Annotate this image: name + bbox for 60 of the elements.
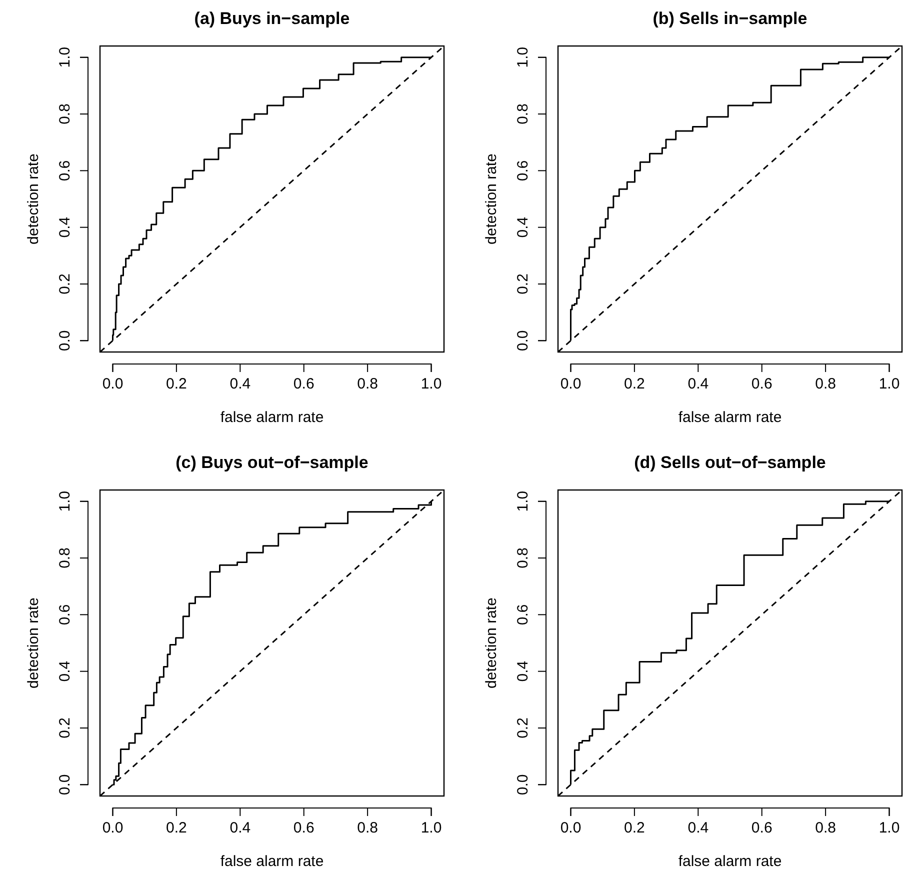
y-tick-label: 0.8 bbox=[514, 548, 532, 568]
y-tick-label: 1.0 bbox=[56, 490, 74, 512]
y-tick-label: 0.0 bbox=[514, 330, 532, 352]
x-tick-label: 0.6 bbox=[293, 376, 314, 393]
y-tick-label: 0.6 bbox=[514, 160, 532, 182]
x-tick-label: 0.6 bbox=[293, 820, 314, 837]
x-tick-label: 1.0 bbox=[878, 820, 900, 837]
y-tick-label: 1.0 bbox=[56, 46, 74, 68]
x-tick-label: 0.0 bbox=[560, 376, 582, 393]
x-tick-label: 0.6 bbox=[751, 376, 772, 393]
y-tick-label: 0.2 bbox=[514, 718, 532, 738]
x-tick-label: 0.6 bbox=[751, 820, 772, 837]
x-tick-label: 0.4 bbox=[230, 820, 251, 837]
x-axis-title: false alarm rate bbox=[678, 853, 782, 870]
x-tick-label: 1.0 bbox=[878, 376, 900, 393]
y-axis-title: detection rate bbox=[483, 598, 500, 688]
y-tick-label: 0.0 bbox=[514, 774, 532, 796]
x-tick-label: 1.0 bbox=[420, 376, 442, 393]
y-tick-label: 0.0 bbox=[56, 774, 74, 796]
x-axis-title: false alarm rate bbox=[220, 409, 324, 426]
x-tick-label: 0.2 bbox=[624, 376, 645, 393]
y-tick-label: 0.0 bbox=[56, 330, 74, 352]
chart-title: (c) Buys out−of−sample bbox=[176, 453, 368, 472]
y-tick-label: 0.8 bbox=[56, 548, 74, 568]
y-tick-label: 1.0 bbox=[514, 46, 532, 68]
x-tick-label: 0.2 bbox=[624, 820, 645, 837]
y-tick-label: 0.2 bbox=[56, 274, 74, 294]
x-axis-title: false alarm rate bbox=[220, 853, 324, 870]
x-tick-label: 0.8 bbox=[815, 820, 836, 837]
x-tick-label: 0.8 bbox=[357, 820, 378, 837]
chart-title: (d) Sells out−of−sample bbox=[634, 453, 826, 472]
x-tick-label: 0.2 bbox=[166, 376, 187, 393]
y-tick-label: 0.4 bbox=[514, 660, 532, 682]
x-tick-label: 0.8 bbox=[815, 376, 836, 393]
y-tick-label: 1.0 bbox=[514, 490, 532, 512]
y-tick-label: 0.4 bbox=[56, 216, 74, 238]
y-tick-label: 0.2 bbox=[514, 274, 532, 294]
y-tick-label: 0.4 bbox=[56, 660, 74, 682]
x-tick-label: 1.0 bbox=[420, 820, 442, 837]
x-axis-title: false alarm rate bbox=[678, 409, 782, 426]
x-tick-label: 0.2 bbox=[166, 820, 187, 837]
y-tick-label: 0.8 bbox=[56, 104, 74, 124]
chart-title: (a) Buys in−sample bbox=[194, 9, 350, 28]
x-tick-label: 0.4 bbox=[688, 820, 709, 837]
x-tick-label: 0.8 bbox=[357, 376, 378, 393]
x-tick-label: 0.0 bbox=[560, 820, 582, 837]
y-tick-label: 0.2 bbox=[56, 718, 74, 738]
x-tick-label: 0.4 bbox=[230, 376, 251, 393]
y-tick-label: 0.6 bbox=[56, 604, 74, 626]
y-tick-label: 0.8 bbox=[514, 104, 532, 124]
y-tick-label: 0.6 bbox=[514, 604, 532, 626]
y-axis-title: detection rate bbox=[483, 154, 500, 244]
x-tick-label: 0.0 bbox=[102, 376, 124, 393]
y-tick-label: 0.6 bbox=[56, 160, 74, 182]
y-tick-label: 0.4 bbox=[514, 216, 532, 238]
x-tick-label: 0.0 bbox=[102, 820, 124, 837]
y-axis-title: detection rate bbox=[25, 598, 42, 688]
chart-title: (b) Sells in−sample bbox=[652, 9, 808, 28]
x-tick-label: 0.4 bbox=[688, 376, 709, 393]
y-axis-title: detection rate bbox=[25, 154, 42, 244]
